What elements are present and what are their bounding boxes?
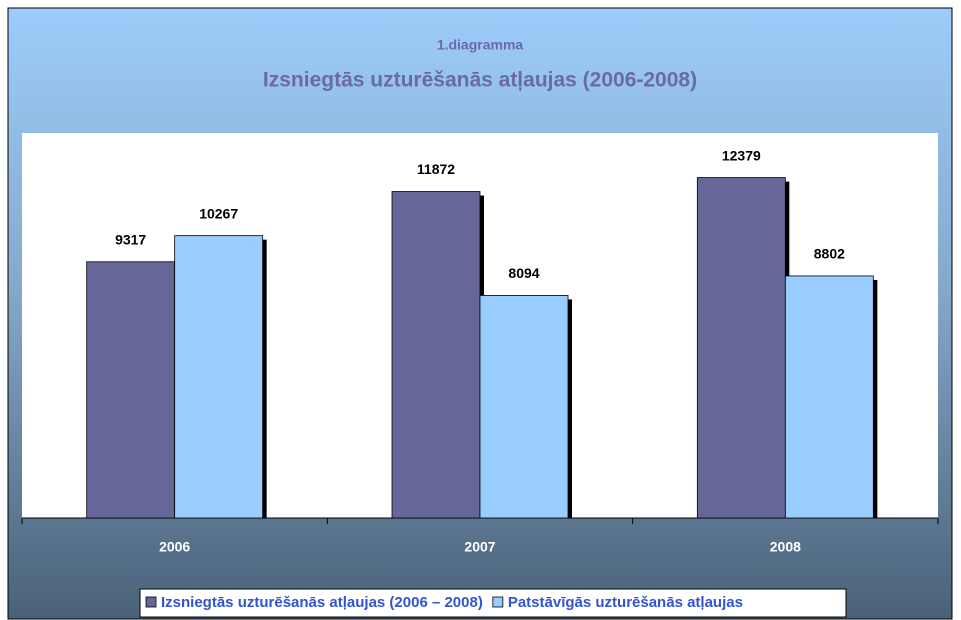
legend-label: Izsniegtās uzturēšanās atļaujas (2006 – … xyxy=(161,594,483,611)
x-tick-label: 2008 xyxy=(770,539,801,555)
x-tick-label: 2006 xyxy=(159,539,190,555)
legend-swatch xyxy=(492,596,504,608)
data-label: 12379 xyxy=(722,147,761,163)
x-tick-label: 2007 xyxy=(464,539,495,555)
data-label: 8802 xyxy=(814,246,845,262)
bar xyxy=(391,191,481,519)
bar xyxy=(174,235,264,519)
data-label: 10267 xyxy=(199,205,238,221)
bar xyxy=(479,295,569,519)
chart-subtitle: Izsniegtās uzturēšanās atļaujas (2006-20… xyxy=(263,69,697,92)
legend-swatch xyxy=(145,596,157,608)
legend-label: Patstāvīgās uzturēšanās atļaujas xyxy=(508,594,743,611)
bar xyxy=(696,177,786,519)
data-label: 11872 xyxy=(417,161,455,177)
chart-title: 1.diagramma xyxy=(437,37,524,53)
bar xyxy=(86,261,176,519)
data-label: 8094 xyxy=(508,265,539,281)
data-label: 9317 xyxy=(115,231,146,247)
bar xyxy=(784,275,874,519)
